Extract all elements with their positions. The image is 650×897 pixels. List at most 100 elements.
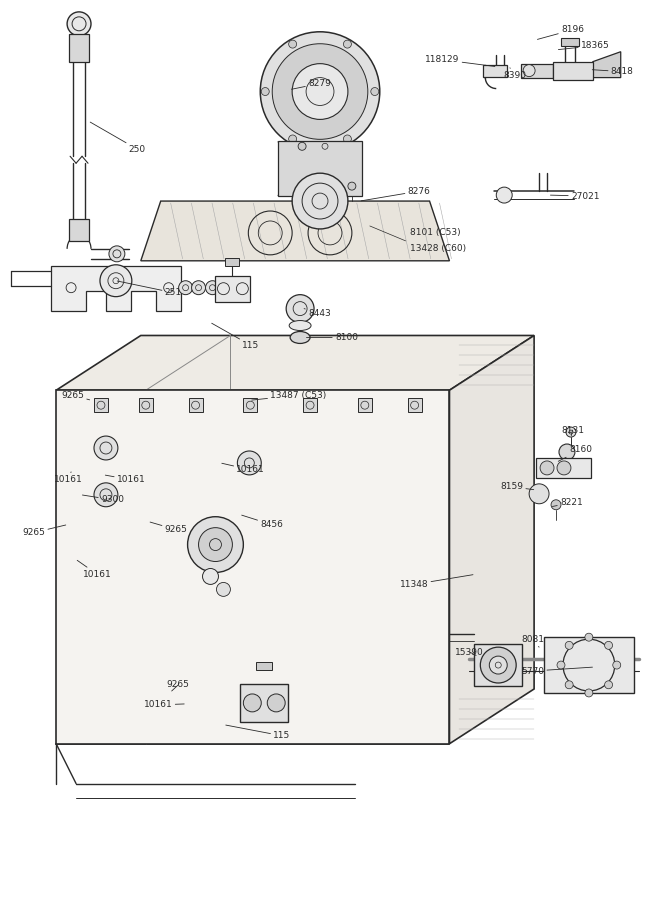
Circle shape	[192, 281, 205, 294]
Polygon shape	[141, 201, 449, 261]
Text: 8160: 8160	[558, 446, 592, 461]
Circle shape	[286, 294, 314, 323]
Circle shape	[489, 656, 507, 674]
Text: 8159: 8159	[500, 483, 534, 492]
Text: 27021: 27021	[551, 192, 599, 201]
Circle shape	[585, 633, 593, 641]
Circle shape	[604, 641, 612, 649]
Text: 15390: 15390	[456, 648, 484, 657]
Bar	[474, 644, 522, 686]
Circle shape	[94, 483, 118, 507]
Circle shape	[557, 461, 571, 475]
Circle shape	[613, 661, 621, 669]
Bar	[243, 398, 257, 412]
Circle shape	[67, 12, 91, 36]
Text: 118129: 118129	[425, 56, 495, 66]
Circle shape	[540, 461, 554, 475]
Circle shape	[179, 281, 192, 294]
Text: 8101 (C53): 8101 (C53)	[410, 229, 460, 238]
Circle shape	[348, 182, 356, 190]
Text: 8221: 8221	[552, 498, 583, 508]
Circle shape	[529, 483, 549, 504]
Circle shape	[289, 40, 296, 48]
Circle shape	[261, 88, 269, 95]
Text: 18365: 18365	[558, 41, 610, 50]
Bar	[69, 219, 89, 241]
Circle shape	[289, 135, 296, 143]
Text: 5770: 5770	[521, 666, 592, 675]
Text: 8418: 8418	[592, 67, 634, 76]
Circle shape	[109, 246, 125, 262]
Text: 8196: 8196	[538, 25, 584, 39]
Text: 10161: 10161	[77, 561, 112, 579]
Bar	[408, 398, 422, 412]
Circle shape	[188, 517, 243, 572]
Text: 115: 115	[212, 323, 259, 350]
Bar	[139, 398, 153, 412]
Text: 10161: 10161	[54, 472, 83, 484]
Circle shape	[496, 187, 512, 203]
Bar	[484, 65, 507, 76]
Bar	[303, 398, 317, 412]
Bar	[256, 662, 272, 670]
Circle shape	[100, 265, 132, 297]
Text: 9300: 9300	[83, 495, 124, 504]
Circle shape	[237, 451, 261, 475]
Ellipse shape	[290, 332, 310, 344]
Text: 9265: 9265	[150, 522, 188, 534]
Circle shape	[198, 527, 233, 562]
Text: 9265: 9265	[61, 391, 90, 400]
Text: 11348: 11348	[400, 575, 473, 589]
Bar	[536, 458, 591, 478]
Circle shape	[203, 569, 218, 585]
Text: 13428 (C60): 13428 (C60)	[410, 244, 466, 253]
Text: 8081: 8081	[521, 635, 544, 647]
Circle shape	[298, 143, 306, 151]
Text: 251: 251	[117, 281, 182, 297]
Bar	[69, 34, 89, 62]
Polygon shape	[51, 266, 181, 310]
Circle shape	[220, 281, 233, 294]
Circle shape	[557, 661, 565, 669]
Circle shape	[480, 647, 516, 683]
Bar	[56, 390, 449, 744]
Circle shape	[272, 44, 368, 139]
Ellipse shape	[289, 320, 311, 330]
Polygon shape	[593, 52, 621, 78]
Circle shape	[292, 64, 348, 119]
Bar	[553, 62, 593, 80]
Polygon shape	[56, 335, 534, 390]
Bar	[188, 398, 203, 412]
Text: 10161: 10161	[222, 463, 265, 475]
Bar	[94, 398, 108, 412]
Text: 10161: 10161	[105, 475, 146, 484]
Bar	[278, 142, 362, 196]
Circle shape	[216, 582, 230, 597]
Circle shape	[267, 694, 285, 712]
Bar	[521, 64, 553, 78]
Circle shape	[523, 65, 535, 76]
Circle shape	[292, 173, 348, 229]
Text: 115: 115	[226, 725, 291, 740]
Bar	[561, 38, 579, 46]
Circle shape	[370, 88, 379, 95]
Text: 10161: 10161	[144, 701, 184, 710]
Circle shape	[566, 427, 576, 437]
Text: 8390: 8390	[503, 68, 526, 80]
Bar	[240, 684, 288, 722]
Circle shape	[604, 681, 612, 689]
Circle shape	[551, 500, 561, 509]
Text: 9265: 9265	[166, 681, 190, 691]
Text: 13487 (C53): 13487 (C53)	[252, 391, 326, 400]
Bar	[215, 275, 250, 301]
Circle shape	[343, 135, 352, 143]
Text: 8443: 8443	[304, 309, 331, 318]
Bar	[544, 637, 634, 693]
Circle shape	[205, 281, 220, 294]
Circle shape	[243, 694, 261, 712]
Text: 8131: 8131	[561, 425, 584, 436]
Text: 8100: 8100	[306, 333, 358, 342]
Text: 250: 250	[90, 122, 146, 153]
Polygon shape	[449, 335, 534, 744]
Bar	[226, 257, 239, 266]
